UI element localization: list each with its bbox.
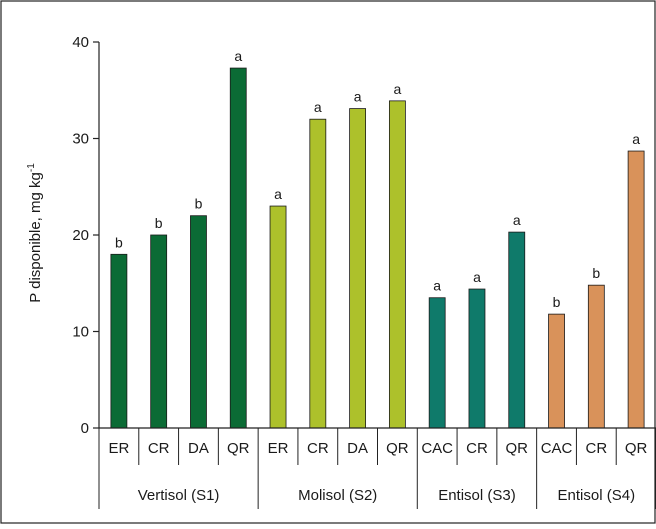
- significance-letter: a: [393, 81, 401, 97]
- bar: [627, 150, 645, 429]
- y-axis-label-text: P disponible, mg kg: [27, 172, 44, 303]
- y-tick-label: 20: [72, 227, 89, 244]
- bar: [548, 313, 565, 429]
- bar: [468, 288, 486, 429]
- category-label: CAC: [421, 440, 453, 457]
- bar: [150, 234, 168, 429]
- bar: [309, 118, 327, 429]
- group-label: Entisol (S4): [558, 487, 636, 504]
- significance-letter: b: [592, 265, 600, 281]
- significance-letter: a: [354, 89, 362, 105]
- group-label: Vertisol (S1): [138, 487, 220, 504]
- significance-letter: a: [314, 99, 322, 115]
- bar: [110, 253, 128, 429]
- bar: [349, 108, 367, 429]
- significance-letter: b: [195, 196, 203, 212]
- category-label: CR: [148, 440, 170, 457]
- y-tick-label: 30: [72, 131, 89, 148]
- y-tick-label: 40: [72, 34, 89, 51]
- group-label: Entisol (S3): [438, 487, 516, 504]
- significance-letter: a: [473, 269, 481, 285]
- significance-letter: a: [513, 212, 521, 228]
- y-tick-label: 0: [81, 420, 89, 437]
- bar: [229, 67, 247, 429]
- significance-letter: a: [632, 131, 640, 147]
- group-label: Molisol (S2): [298, 487, 377, 504]
- category-label: DA: [188, 440, 209, 457]
- category-label: CR: [466, 440, 488, 457]
- category-label: CAC: [541, 440, 573, 457]
- category-label: QR: [506, 440, 529, 457]
- bar: [428, 297, 446, 429]
- bar: [508, 231, 526, 429]
- bar: [190, 215, 207, 429]
- y-axis-label: P disponible, mg kg-1: [26, 163, 44, 303]
- significance-letter: a: [274, 186, 282, 202]
- category-label: CR: [307, 440, 329, 457]
- bar: [269, 205, 287, 429]
- category-label: QR: [625, 440, 648, 457]
- category-label: CR: [585, 440, 607, 457]
- category-label: DA: [347, 440, 368, 457]
- significance-letter: b: [553, 294, 561, 310]
- significance-letter: a: [433, 278, 441, 294]
- category-label: ER: [108, 440, 129, 457]
- significance-letter: b: [115, 234, 123, 250]
- y-tick-label: 10: [72, 324, 89, 341]
- y-axis-label-superscript: -1: [26, 163, 37, 172]
- bar: [587, 284, 605, 429]
- category-label: ER: [268, 440, 289, 457]
- significance-letter: a: [234, 48, 242, 64]
- category-label: QR: [386, 440, 409, 457]
- significance-letter: b: [155, 215, 163, 231]
- category-label: QR: [227, 440, 250, 457]
- bar: [388, 100, 406, 429]
